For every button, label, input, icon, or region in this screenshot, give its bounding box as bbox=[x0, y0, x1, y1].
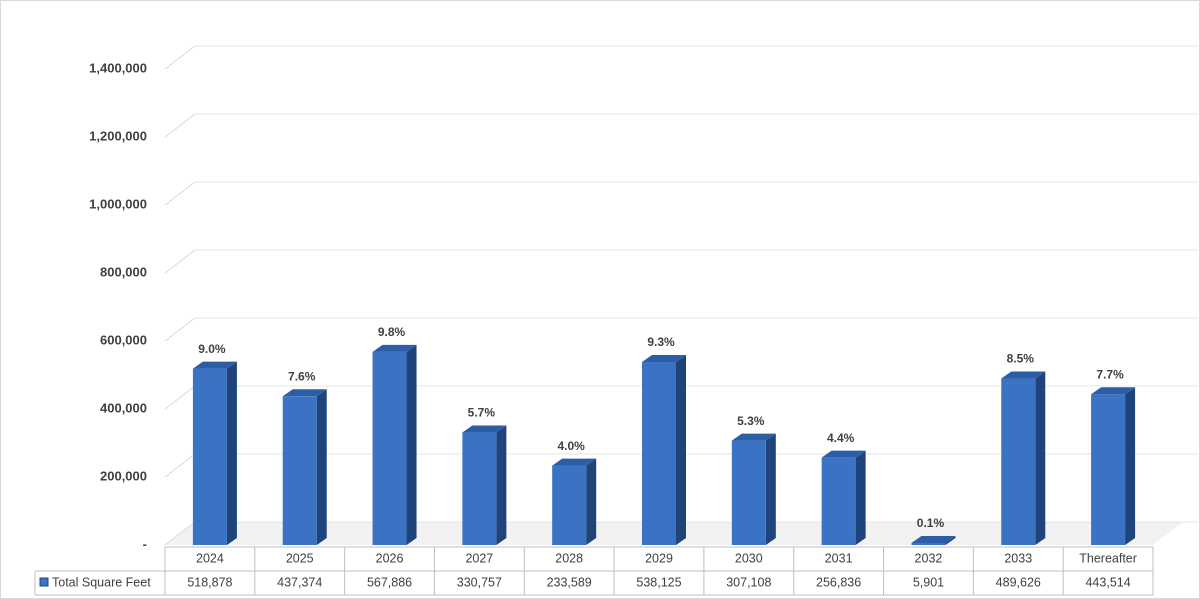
y-tick-label: 600,000 bbox=[100, 332, 147, 347]
bar-side bbox=[226, 361, 237, 545]
bar-side bbox=[586, 458, 597, 545]
table-value: 437,374 bbox=[277, 575, 322, 589]
bar-side bbox=[1035, 371, 1046, 545]
bar bbox=[372, 344, 417, 545]
bar-top bbox=[462, 425, 507, 433]
x-tick-label: 2033 bbox=[1004, 551, 1032, 565]
grid-side bbox=[164, 521, 196, 546]
bar-front bbox=[192, 368, 227, 545]
x-tick-label: Thereafter bbox=[1079, 551, 1137, 565]
bar bbox=[552, 458, 597, 545]
table-value: 567,886 bbox=[367, 575, 412, 589]
table-value: 5,901 bbox=[913, 575, 944, 589]
bar bbox=[911, 535, 956, 545]
bar bbox=[462, 425, 507, 545]
bar bbox=[192, 361, 237, 545]
y-tick-label: 1,200,000 bbox=[89, 128, 147, 143]
bar-top bbox=[911, 535, 956, 543]
bar-front bbox=[462, 432, 497, 545]
grid-side bbox=[164, 181, 196, 206]
data-label: 9.3% bbox=[647, 335, 675, 349]
data-label: 0.1% bbox=[917, 516, 945, 530]
data-label: 4.4% bbox=[827, 431, 855, 445]
grid-side bbox=[164, 113, 196, 138]
bar-front bbox=[821, 457, 856, 545]
bar-top bbox=[372, 344, 417, 352]
bar-front bbox=[1091, 394, 1126, 545]
y-tick-label: 200,000 bbox=[100, 468, 147, 483]
bar bbox=[282, 389, 327, 545]
data-label: 5.3% bbox=[737, 414, 765, 428]
bar-side bbox=[316, 389, 327, 545]
data-label: 9.0% bbox=[198, 342, 226, 356]
bar bbox=[1001, 371, 1046, 545]
grid-side bbox=[164, 453, 196, 478]
bar-front bbox=[911, 542, 946, 545]
bar-top bbox=[192, 361, 237, 369]
bar-side bbox=[855, 450, 866, 545]
bar-front bbox=[1001, 378, 1036, 545]
bar-side bbox=[496, 425, 507, 545]
bar-side bbox=[765, 433, 776, 545]
y-tick-label: 400,000 bbox=[100, 400, 147, 415]
bar-side bbox=[676, 355, 686, 545]
bar-front bbox=[282, 396, 317, 545]
bar-front bbox=[552, 465, 587, 545]
x-tick-label: 2027 bbox=[465, 551, 493, 565]
y-tick-label: 1,400,000 bbox=[89, 60, 147, 75]
x-tick-label: 2028 bbox=[555, 551, 583, 565]
table-value: 307,108 bbox=[726, 575, 771, 589]
table-value: 489,626 bbox=[996, 575, 1041, 589]
x-tick-label: 2032 bbox=[915, 551, 943, 565]
grid-side bbox=[164, 45, 196, 70]
bar-top bbox=[1091, 387, 1136, 395]
data-label: 5.7% bbox=[468, 406, 496, 420]
data-label: 4.0% bbox=[558, 439, 586, 453]
bar-top bbox=[282, 389, 327, 397]
bar-front bbox=[731, 440, 766, 545]
grid-side bbox=[164, 385, 196, 410]
bar bbox=[731, 433, 776, 545]
table-value: 518,878 bbox=[187, 575, 232, 589]
bar bbox=[642, 355, 686, 545]
data-label: 8.5% bbox=[1007, 352, 1035, 366]
bar-front bbox=[642, 362, 676, 545]
table-value: 443,514 bbox=[1085, 575, 1130, 589]
x-tick-label: 2025 bbox=[286, 551, 314, 565]
x-tick-label: 2030 bbox=[735, 551, 763, 565]
x-tick-label: 2029 bbox=[645, 551, 673, 565]
bar-side bbox=[945, 535, 956, 545]
table-value: 330,757 bbox=[457, 575, 502, 589]
y-tick-label: - bbox=[143, 536, 147, 551]
table-value: 256,836 bbox=[816, 575, 861, 589]
bar bbox=[1091, 387, 1136, 545]
bar-top bbox=[731, 433, 776, 441]
bar-top bbox=[552, 458, 597, 466]
grid-side bbox=[164, 249, 196, 274]
bar-side bbox=[1125, 387, 1136, 545]
x-tick-label: 2026 bbox=[376, 551, 404, 565]
y-tick-label: 1,000,000 bbox=[89, 196, 147, 211]
bar-side bbox=[406, 344, 417, 545]
data-label: 7.6% bbox=[288, 369, 316, 383]
table-value: 233,589 bbox=[547, 575, 592, 589]
table-value: 538,125 bbox=[636, 575, 681, 589]
data-label: 7.7% bbox=[1096, 367, 1124, 381]
legend-label: Total Square Feet bbox=[52, 575, 151, 589]
grid-side bbox=[164, 317, 196, 342]
x-tick-label: 2024 bbox=[196, 551, 224, 565]
bar-top bbox=[642, 355, 686, 363]
legend-key bbox=[39, 577, 49, 587]
bar bbox=[821, 450, 866, 545]
bar-top bbox=[1001, 371, 1046, 379]
y-tick-label: 800,000 bbox=[100, 264, 147, 279]
bar-front bbox=[372, 351, 407, 545]
bar-top bbox=[821, 450, 866, 458]
data-label: 9.8% bbox=[378, 325, 406, 339]
x-tick-label: 2031 bbox=[825, 551, 853, 565]
